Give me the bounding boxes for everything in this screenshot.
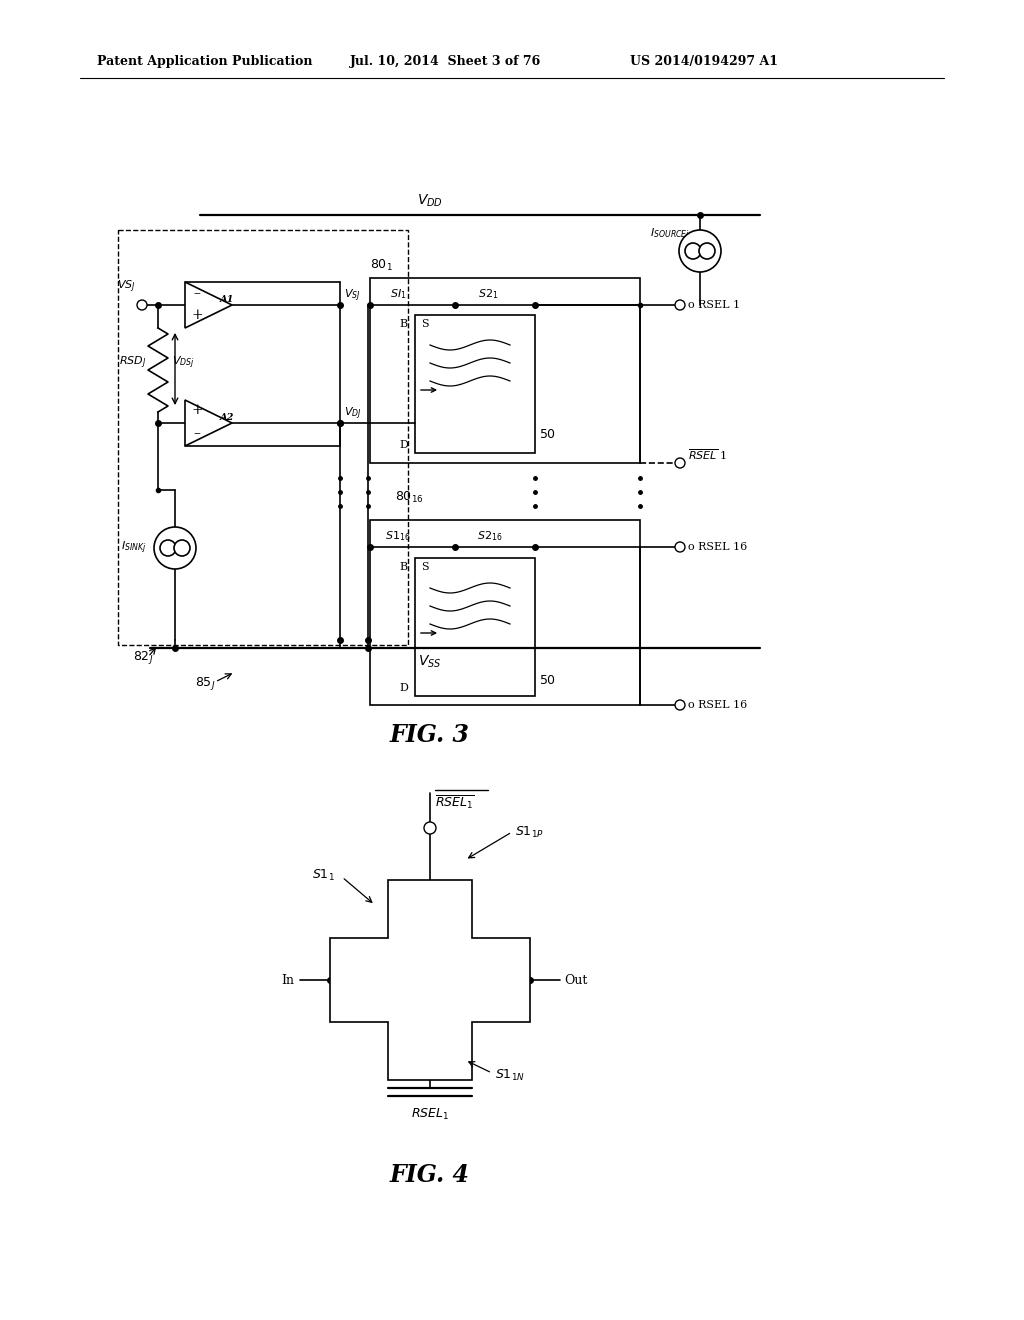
Circle shape — [679, 230, 721, 272]
Text: B: B — [400, 319, 408, 329]
Text: $85_J$: $85_J$ — [195, 675, 215, 692]
Text: S: S — [421, 562, 429, 572]
Text: o RSEL 16: o RSEL 16 — [688, 543, 748, 552]
Text: $S1_1$: $S1_1$ — [312, 867, 335, 883]
Text: $V_{SJ}$: $V_{SJ}$ — [344, 288, 360, 304]
Text: $82_J$: $82_J$ — [133, 649, 154, 667]
Text: $\overline{RSEL}$ 1: $\overline{RSEL}$ 1 — [688, 447, 727, 462]
Text: $RSD_J$: $RSD_J$ — [119, 355, 146, 371]
Text: $V_{SS}$: $V_{SS}$ — [418, 653, 441, 671]
Text: +: + — [191, 308, 203, 322]
Text: $I_{SINKj}$: $I_{SINKj}$ — [122, 540, 147, 556]
Circle shape — [699, 243, 715, 259]
Text: Out: Out — [564, 974, 588, 986]
Text: $80_{16}$: $80_{16}$ — [395, 490, 424, 504]
Text: $80_1$: $80_1$ — [370, 257, 393, 272]
Text: $I_{SOURCEj}$: $I_{SOURCEj}$ — [650, 227, 690, 243]
Bar — [370, 279, 640, 463]
Text: –: – — [194, 426, 201, 440]
Text: –: – — [194, 286, 201, 300]
Text: Jul. 10, 2014  Sheet 3 of 76: Jul. 10, 2014 Sheet 3 of 76 — [350, 55, 542, 69]
Circle shape — [174, 540, 190, 556]
Text: Patent Application Publication: Patent Application Publication — [97, 55, 312, 69]
Circle shape — [675, 700, 685, 710]
Circle shape — [424, 822, 436, 834]
Circle shape — [675, 543, 685, 552]
Text: $RSEL_1$: $RSEL_1$ — [411, 1106, 450, 1122]
Polygon shape — [185, 400, 232, 446]
Text: $50$: $50$ — [540, 673, 556, 686]
Polygon shape — [330, 880, 530, 1080]
Text: $\overline{RSEL_1}$: $\overline{RSEL_1}$ — [435, 793, 474, 810]
Circle shape — [160, 540, 176, 556]
Text: $VS_J$: $VS_J$ — [117, 279, 135, 296]
Bar — [415, 315, 535, 453]
Polygon shape — [185, 282, 232, 327]
Text: $V_{DJ}$: $V_{DJ}$ — [344, 405, 361, 422]
Text: $V_{DSj}$: $V_{DSj}$ — [172, 355, 195, 371]
Circle shape — [685, 243, 701, 259]
Circle shape — [675, 300, 685, 310]
Text: A2: A2 — [220, 413, 234, 422]
Text: $S1_{1P}$: $S1_{1P}$ — [515, 825, 544, 840]
Text: S: S — [421, 319, 429, 329]
Text: $S1_{1N}$: $S1_{1N}$ — [495, 1068, 525, 1082]
Bar — [415, 558, 535, 696]
Text: o RSEL 1: o RSEL 1 — [688, 300, 740, 310]
Bar — [370, 520, 640, 705]
Circle shape — [675, 458, 685, 469]
Text: A1: A1 — [220, 294, 234, 304]
Text: $SI_1$: $SI_1$ — [390, 286, 407, 301]
Circle shape — [137, 300, 147, 310]
Text: D: D — [399, 682, 408, 693]
Text: FIG. 3: FIG. 3 — [390, 723, 470, 747]
Text: $50$: $50$ — [540, 429, 556, 441]
Text: $S2_{16}$: $S2_{16}$ — [477, 529, 503, 543]
Text: $S1_{16}$: $S1_{16}$ — [385, 529, 411, 543]
Text: $S2_1$: $S2_1$ — [478, 286, 499, 301]
Bar — [118, 230, 408, 645]
Text: FIG. 4: FIG. 4 — [390, 1163, 470, 1187]
Text: $V_{DD}$: $V_{DD}$ — [417, 193, 443, 209]
Text: In: In — [282, 974, 295, 986]
Text: +: + — [191, 403, 203, 417]
Text: D: D — [399, 440, 408, 450]
Text: B: B — [400, 562, 408, 572]
Circle shape — [154, 527, 196, 569]
Text: o RSEL 16: o RSEL 16 — [688, 700, 748, 710]
Text: US 2014/0194297 A1: US 2014/0194297 A1 — [630, 55, 778, 69]
